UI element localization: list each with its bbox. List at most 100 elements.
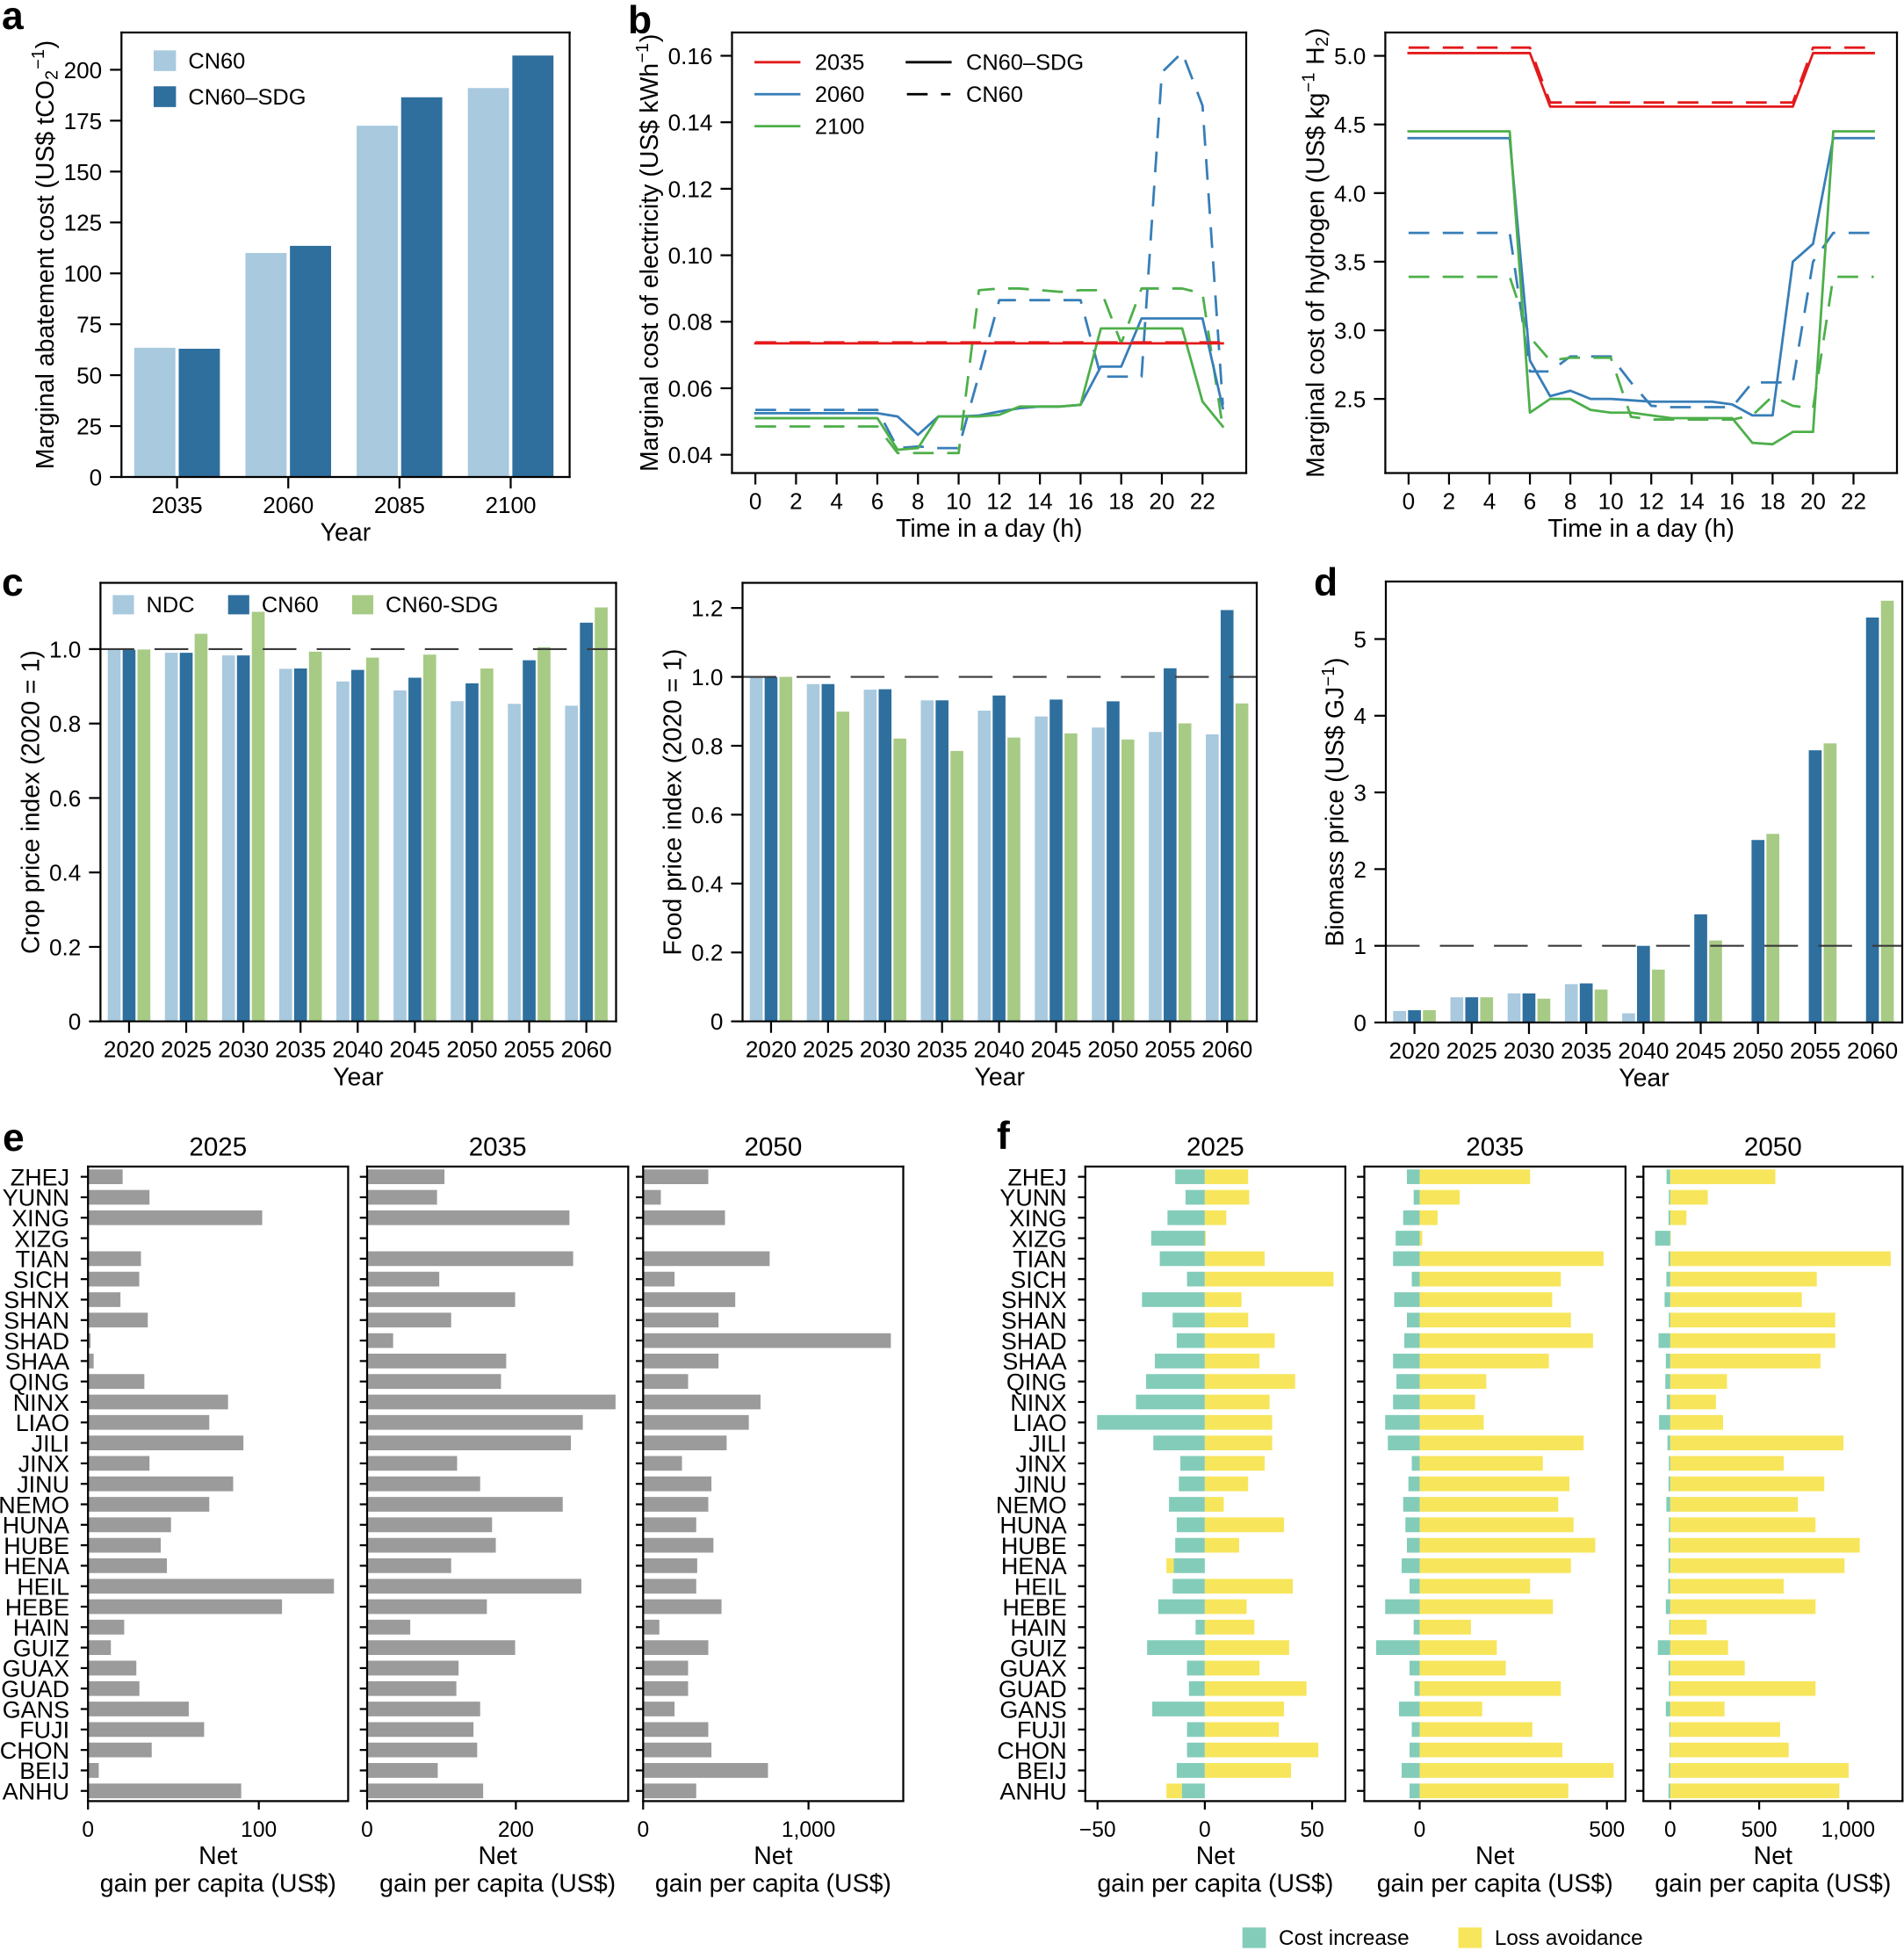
svg-text:2085: 2085 [374, 492, 425, 518]
svg-text:f: f [997, 1115, 1010, 1158]
svg-text:JILI: JILI [32, 1430, 69, 1456]
svg-text:Crop price index (2020 = 1): Crop price index (2020 = 1) [18, 650, 46, 954]
svg-text:XIZG: XIZG [14, 1225, 69, 1252]
svg-text:0.12: 0.12 [668, 176, 713, 202]
svg-text:0.14: 0.14 [668, 110, 713, 136]
svg-text:14: 14 [1679, 488, 1705, 515]
svg-text:HEIL: HEIL [17, 1573, 69, 1600]
svg-text:c: c [2, 561, 24, 604]
svg-text:ANHU: ANHU [3, 1779, 69, 1805]
svg-text:GUAD: GUAD [999, 1676, 1067, 1702]
svg-text:200: 200 [64, 57, 103, 83]
svg-text:10: 10 [946, 488, 971, 515]
svg-text:1.0: 1.0 [691, 664, 723, 690]
svg-text:0.6: 0.6 [691, 802, 723, 828]
svg-text:Net: Net [478, 1842, 516, 1870]
svg-text:ZHEJ: ZHEJ [11, 1164, 69, 1190]
svg-text:HENA: HENA [1001, 1553, 1067, 1579]
svg-text:1,000: 1,000 [1821, 1818, 1876, 1842]
svg-text:2035: 2035 [1561, 1037, 1612, 1064]
svg-text:CN60: CN60 [262, 593, 319, 618]
svg-text:SHAN: SHAN [1001, 1308, 1067, 1334]
svg-text:2030: 2030 [1504, 1037, 1554, 1064]
svg-text:HUNA: HUNA [3, 1513, 69, 1539]
svg-text:0.8: 0.8 [49, 711, 81, 737]
svg-text:2025: 2025 [803, 1037, 854, 1063]
svg-text:QING: QING [9, 1369, 69, 1395]
svg-text:0: 0 [710, 1008, 724, 1035]
svg-text:BEIJ: BEIJ [19, 1758, 69, 1784]
svg-text:JINU: JINU [17, 1471, 69, 1498]
svg-text:2035: 2035 [469, 1132, 527, 1161]
svg-text:1.2: 1.2 [691, 596, 723, 622]
svg-text:0: 0 [90, 464, 103, 490]
svg-text:50: 50 [76, 363, 102, 389]
svg-text:20: 20 [1149, 488, 1174, 515]
svg-text:HUBE: HUBE [1001, 1533, 1067, 1559]
svg-text:125: 125 [64, 210, 103, 236]
svg-text:gain per capita (US$): gain per capita (US$) [379, 1869, 616, 1897]
svg-text:22: 22 [1841, 488, 1866, 515]
svg-text:HUNA: HUNA [999, 1513, 1066, 1539]
svg-text:Time in a day (h): Time in a day (h) [1547, 515, 1735, 543]
svg-text:0: 0 [749, 488, 762, 515]
svg-text:GANS: GANS [3, 1696, 69, 1723]
svg-text:4: 4 [830, 488, 843, 515]
svg-text:YUNN: YUNN [3, 1185, 69, 1211]
svg-text:GUAX: GUAX [999, 1656, 1066, 1682]
svg-text:0.4: 0.4 [691, 871, 723, 897]
svg-text:175: 175 [64, 108, 103, 134]
svg-text:2055: 2055 [1790, 1037, 1841, 1064]
svg-text:2045: 2045 [389, 1037, 440, 1063]
svg-text:gain per capita (US$): gain per capita (US$) [655, 1869, 891, 1897]
svg-text:2045: 2045 [1675, 1037, 1726, 1064]
svg-text:0: 0 [1414, 1818, 1426, 1842]
svg-text:0.2: 0.2 [691, 940, 723, 966]
svg-text:1.0: 1.0 [49, 636, 81, 662]
svg-text:2050: 2050 [744, 1132, 802, 1161]
svg-text:25: 25 [76, 414, 102, 440]
svg-text:2040: 2040 [974, 1037, 1025, 1063]
svg-text:GUAX: GUAX [3, 1656, 69, 1682]
svg-text:−50: −50 [1079, 1818, 1116, 1842]
svg-text:SHAD: SHAD [1001, 1328, 1067, 1355]
svg-text:Year: Year [1619, 1065, 1670, 1093]
svg-text:2035: 2035 [815, 51, 865, 76]
svg-text:2055: 2055 [504, 1037, 555, 1063]
svg-text:HENA: HENA [4, 1553, 69, 1579]
svg-text:2020: 2020 [1389, 1037, 1440, 1064]
svg-text:gain per capita (US$): gain per capita (US$) [1655, 1869, 1891, 1897]
svg-text:Net: Net [1475, 1842, 1514, 1870]
svg-text:2035: 2035 [917, 1037, 968, 1063]
svg-text:18: 18 [1760, 488, 1785, 515]
svg-text:ANHU: ANHU [999, 1779, 1066, 1805]
svg-text:2100: 2100 [485, 492, 536, 518]
svg-text:gain per capita (US$): gain per capita (US$) [1097, 1869, 1333, 1897]
svg-text:SHNX: SHNX [1001, 1287, 1067, 1313]
svg-text:FUJI: FUJI [19, 1717, 69, 1744]
svg-text:NEMO: NEMO [0, 1492, 69, 1518]
svg-text:2: 2 [1443, 488, 1456, 515]
svg-text:M a r g: M a r g i n a l c o s t o f h y d r o g [1297, 22, 1332, 477]
svg-text:2050: 2050 [1733, 1037, 1784, 1064]
svg-text:HEIL: HEIL [1014, 1573, 1067, 1600]
svg-text:4.0: 4.0 [1334, 180, 1366, 206]
svg-text:0: 0 [1353, 1009, 1367, 1036]
svg-text:SICH: SICH [13, 1267, 69, 1293]
svg-text:200: 200 [498, 1818, 534, 1842]
svg-text:50: 50 [1300, 1818, 1323, 1842]
svg-text:NDC: NDC [147, 593, 195, 618]
svg-text:0.8: 0.8 [691, 733, 723, 759]
svg-text:Time in a day (h): Time in a day (h) [896, 515, 1083, 543]
svg-text:GUIZ: GUIZ [13, 1635, 69, 1661]
svg-text:SHNX: SHNX [4, 1287, 69, 1313]
svg-text:5.0: 5.0 [1334, 43, 1366, 69]
svg-text:M a r g: M a r g i n a l c o s t o f e l e c t r [631, 28, 664, 472]
svg-text:CHON: CHON [997, 1738, 1066, 1764]
svg-text:TIAN: TIAN [16, 1246, 69, 1273]
svg-text:2055: 2055 [1144, 1037, 1195, 1063]
svg-text:10: 10 [1598, 488, 1624, 515]
svg-text:0: 0 [82, 1818, 94, 1842]
svg-text:ZHEJ: ZHEJ [1007, 1164, 1066, 1190]
svg-text:JINU: JINU [1014, 1471, 1067, 1498]
